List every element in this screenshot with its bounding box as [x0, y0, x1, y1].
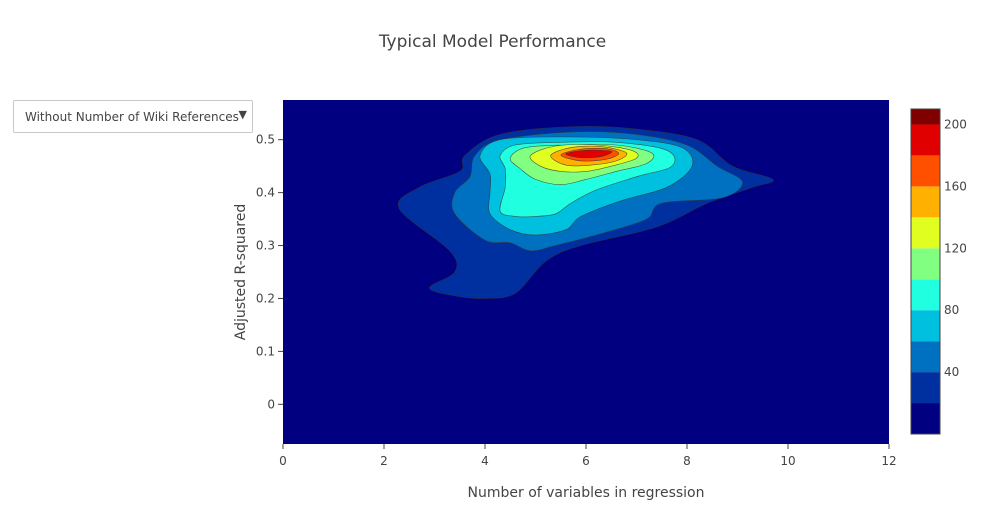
colorbar: 40 80 120 160 200 — [910, 108, 967, 435]
contour-level-180 — [565, 149, 613, 159]
colorbar-segment — [911, 186, 940, 218]
plot-area — [283, 100, 889, 444]
colorbar-segment — [911, 279, 940, 311]
dropdown-selected-label: Without Number of Wiki References — [25, 110, 239, 124]
colorbar-tick-label: 80 — [944, 303, 959, 317]
x-tick-label: 12 — [881, 454, 896, 468]
y-tick-label: 0 — [267, 397, 275, 411]
colorbar-segment — [911, 372, 940, 404]
colorbar-segment — [911, 217, 940, 249]
colorbar-tick-label: 40 — [944, 365, 959, 379]
colorbar-outline — [910, 108, 941, 435]
colorbar-segment — [911, 403, 940, 434]
x-tick-label: 0 — [279, 454, 287, 468]
chart-title: Typical Model Performance — [378, 32, 607, 52]
y-tick-label: 0.5 — [256, 133, 275, 147]
y-axis-title: Adjusted R-squared — [233, 204, 249, 341]
y-tick-label: 0.2 — [256, 291, 275, 305]
y-tick-label: 0.1 — [256, 344, 275, 358]
x-tick-label: 8 — [683, 454, 691, 468]
dataset-dropdown[interactable]: Without Number of Wiki References ▼ — [13, 100, 253, 133]
x-tick-label: 10 — [780, 454, 795, 468]
colorbar-segment — [911, 248, 940, 280]
y-tick-label: 0.3 — [256, 239, 275, 253]
colorbar-segment — [911, 341, 940, 373]
colorbar-segment — [911, 124, 940, 156]
axes: 0 2 4 6 8 10 12 0 0.1 0.2 0.3 0.4 0.5 — [256, 133, 897, 468]
x-tick-label: 2 — [380, 454, 388, 468]
colorbar-tick-label: 160 — [944, 179, 967, 193]
colorbar-tick-label: 120 — [944, 241, 967, 255]
x-axis-title: Number of variables in regression — [468, 485, 705, 501]
colorbar-tick-label: 200 — [944, 117, 967, 131]
colorbar-segment — [911, 310, 940, 342]
y-tick-label: 0.4 — [256, 186, 275, 200]
x-tick-label: 4 — [481, 454, 489, 468]
x-tick-label: 6 — [582, 454, 590, 468]
colorbar-segment — [911, 155, 940, 187]
caret-down-icon: ▼ — [238, 108, 247, 121]
colorbar-segment — [911, 109, 940, 125]
